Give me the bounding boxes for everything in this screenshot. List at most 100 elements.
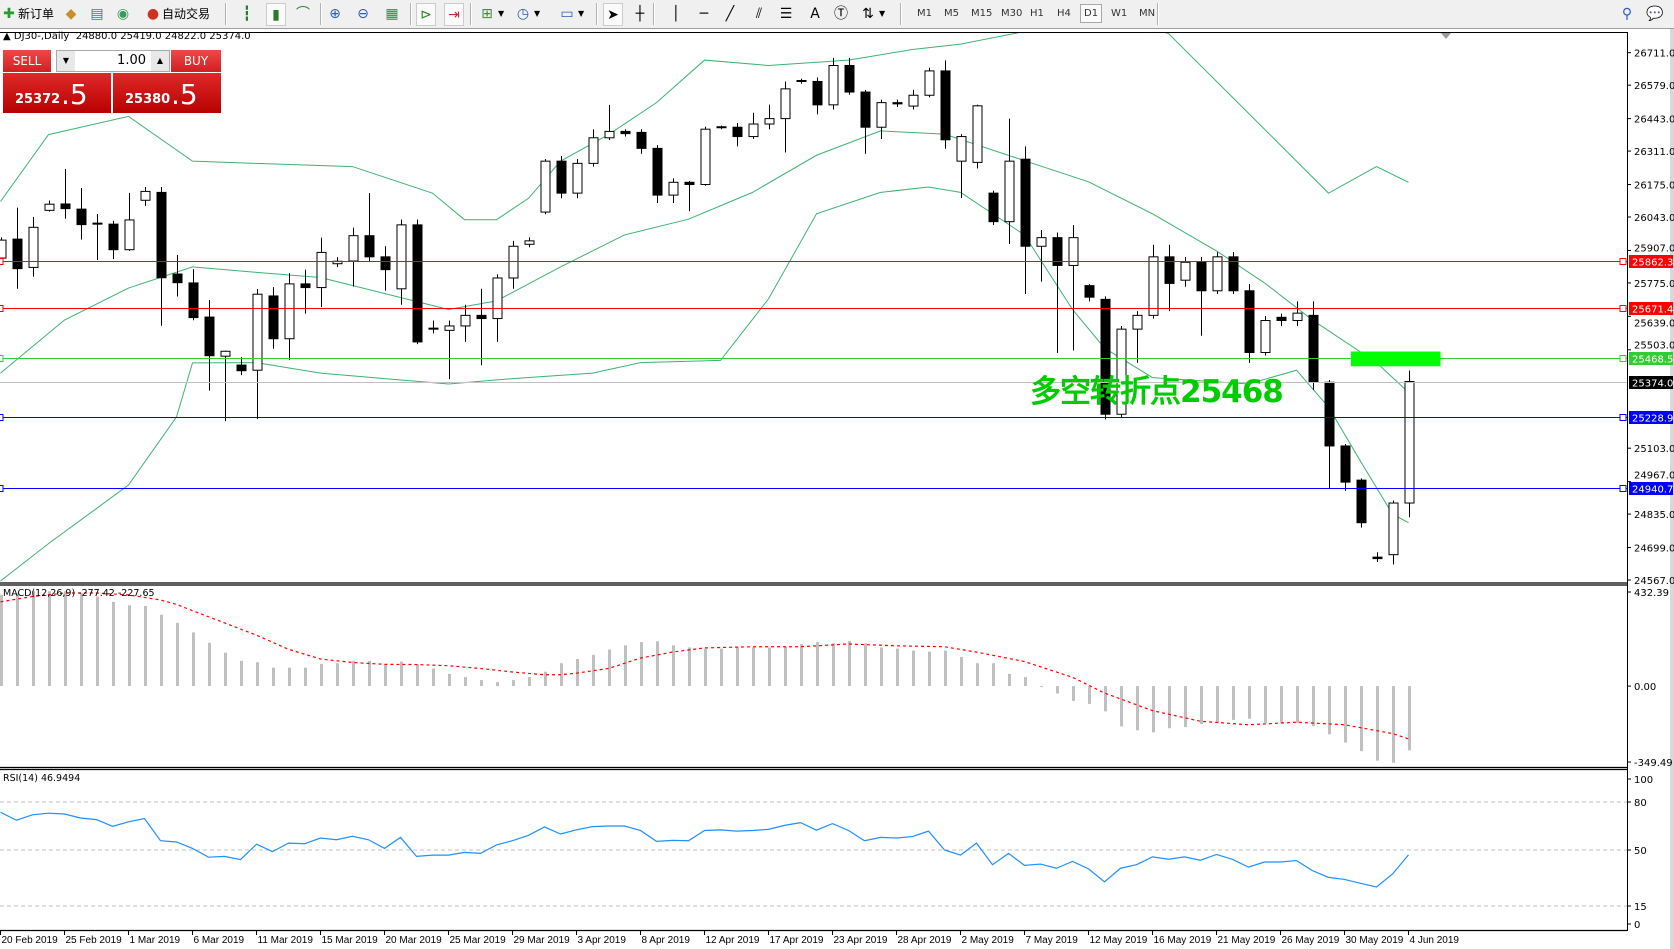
symbol-label: DJ30-,Daily <box>13 31 70 42</box>
price-tick-label: 24967.0 <box>1634 471 1674 482</box>
sell-price-button[interactable]: 25372 .5 <box>3 73 111 113</box>
timeframe-h1[interactable]: H1 <box>1030 8 1044 19</box>
navigator-button[interactable]: ◆ <box>62 3 80 24</box>
macd-title: MACD(12,26,9) -277.42 -227.65 <box>3 588 155 599</box>
timeframe-d1[interactable]: D1 <box>1080 4 1103 23</box>
fibonacci-button[interactable]: ☰ <box>777 3 795 24</box>
macd-tick-label: -349.49 <box>1634 758 1673 769</box>
periods-button[interactable]: ◷ ▼ <box>514 3 540 24</box>
zoom-in-button[interactable]: ⊕ <box>326 3 344 24</box>
market-watch-button[interactable]: ▤ <box>88 3 106 24</box>
lot-size-input[interactable]: 1.00 <box>117 53 146 68</box>
bar-chart-button[interactable]: ┇ <box>238 3 256 24</box>
indicators-button[interactable]: ⊞ ▼ <box>478 3 504 24</box>
candlestick-button[interactable]: ▮ <box>266 3 286 26</box>
candle <box>572 158 583 199</box>
sell-button[interactable]: SELL <box>3 50 51 73</box>
macd-histogram-bar <box>592 654 595 687</box>
zoom-in-icon: ⊕ <box>329 5 341 22</box>
timeframe-m1[interactable]: M1 <box>917 8 932 19</box>
chat-button[interactable]: 💬 <box>1646 3 1664 24</box>
cursor-button[interactable]: ➤ <box>603 3 623 26</box>
lot-increase-button[interactable]: ▲ <box>151 51 169 71</box>
price-tick-label: 26443.0 <box>1634 115 1674 126</box>
chevron-down-icon: ▼ <box>879 9 886 18</box>
candle <box>460 304 471 342</box>
macd-histogram-bar <box>176 622 179 687</box>
price-pane <box>0 33 1415 582</box>
new-order-button[interactable]: ✚ 新订单 <box>0 3 54 24</box>
candle <box>988 190 999 226</box>
zoom-out-button[interactable]: ⊖ <box>354 3 372 24</box>
crosshair-button[interactable]: ┼ <box>631 3 649 24</box>
candle <box>508 240 519 289</box>
candle <box>716 125 727 130</box>
fibonacci-icon: ☰ <box>779 5 793 22</box>
collapse-triangle-icon[interactable]: ▲ <box>3 31 14 42</box>
timeframe-h4[interactable]: H4 <box>1057 8 1071 19</box>
candle-body-bull <box>0 239 7 259</box>
candle <box>476 288 487 366</box>
pivot-annotation-text[interactable]: 多空转折点25468 <box>1030 374 1284 410</box>
chart-shift-button[interactable]: ⊳ <box>416 3 436 26</box>
crosshair-icon: ┼ <box>635 5 645 22</box>
line-chart-button[interactable]: ⌒ <box>294 3 312 24</box>
candle <box>1164 244 1175 312</box>
candle <box>44 200 55 212</box>
candle <box>1340 443 1351 491</box>
date-tick-label: 3 Apr 2019 <box>578 935 627 946</box>
lot-decrease-button[interactable]: ▼ <box>57 51 75 71</box>
candle-body-bear <box>1052 237 1063 266</box>
level-price-label: 25374.0 <box>1632 379 1673 390</box>
timeframe-m5[interactable]: M5 <box>944 8 959 19</box>
candle-body-bear <box>1196 261 1207 292</box>
macd-histogram-bar <box>656 641 659 687</box>
candle <box>348 227 359 287</box>
macd-histogram-bar <box>1296 686 1299 723</box>
candle <box>236 357 247 376</box>
buy-price-main: 25380 <box>125 92 171 107</box>
signals-button[interactable]: ◉ <box>114 3 132 24</box>
new-order-label: 新订单 <box>18 7 55 21</box>
price-tick-label: 25907.0 <box>1634 244 1674 255</box>
macd-histogram-bar <box>848 641 851 687</box>
line-chart-icon: ⌒ <box>296 5 310 22</box>
candle <box>156 186 167 326</box>
trendline-button[interactable]: ╱ <box>721 3 739 24</box>
search-button[interactable]: ⚲ <box>1618 3 1636 24</box>
candle-body-bear <box>620 130 631 135</box>
candle-body-bear <box>76 208 87 226</box>
date-tick-label: 26 May 2019 <box>1282 935 1340 946</box>
auto-trading-button[interactable]: ● 自动交易 <box>144 3 210 24</box>
buy-button[interactable]: BUY <box>171 50 221 73</box>
pivot-zone-rect <box>1350 351 1441 367</box>
timeframe-m30[interactable]: M30 <box>1001 8 1023 19</box>
date-tick-label: 20 Mar 2019 <box>386 935 443 946</box>
lot-size-stepper[interactable]: ▼ 1.00 ▲ <box>56 50 170 72</box>
macd-histogram-bar <box>1120 686 1123 727</box>
equidistant-channel-button[interactable]: ⫽ <box>750 3 768 24</box>
horizontal-line-button[interactable]: ─ <box>695 3 713 24</box>
candle-body-bull <box>1116 328 1127 415</box>
buy-price-button[interactable]: 25380 .5 <box>113 73 221 113</box>
candle-body-bull <box>140 190 151 201</box>
timeframe-m15[interactable]: M15 <box>971 8 993 19</box>
timeframe-mn[interactable]: MN <box>1139 8 1156 19</box>
text-button[interactable]: A <box>806 3 824 24</box>
macd-histogram-bar <box>448 673 451 687</box>
arrows-button[interactable]: ⇅ ▼ <box>859 3 885 24</box>
price-tick-label: 24567.0 <box>1634 576 1674 587</box>
date-tick-label: 6 Mar 2019 <box>194 935 245 946</box>
templates-button[interactable]: ▭ ▼ <box>558 3 584 24</box>
tile-windows-button[interactable]: ▦ <box>383 3 401 24</box>
date-tick-label: 11 Mar 2019 <box>258 935 314 946</box>
candle <box>924 67 935 98</box>
candle <box>28 216 39 277</box>
timeframe-w1[interactable]: W1 <box>1111 8 1128 19</box>
text-label-button[interactable]: Ⓣ <box>832 3 850 24</box>
vertical-line-button[interactable]: │ <box>667 3 685 24</box>
market-watch-icon: ▤ <box>90 5 104 22</box>
ohlc-readout: 24880.0 25419.0 24822.0 25374.0 <box>75 31 251 42</box>
autoscroll-button[interactable]: ⇥ <box>444 3 464 26</box>
